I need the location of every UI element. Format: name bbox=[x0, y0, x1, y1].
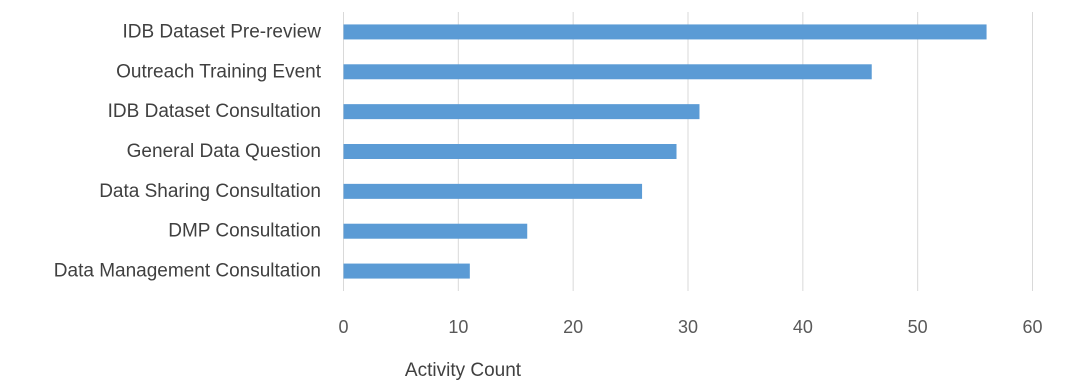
bar bbox=[343, 104, 700, 120]
bar bbox=[343, 183, 643, 199]
category-label: IDB Dataset Consultation bbox=[108, 101, 321, 122]
x-tick-label: 50 bbox=[908, 317, 928, 337]
category-label: DMP Consultation bbox=[168, 221, 321, 242]
category-label: Data Sharing Consultation bbox=[99, 181, 321, 202]
category-label: Data Management Consultation bbox=[54, 261, 321, 282]
category-label: Outreach Training Event bbox=[116, 61, 322, 82]
x-tick-label: 30 bbox=[678, 317, 698, 337]
x-tick-labels: 0 10 20 30 40 50 60 bbox=[338, 317, 1042, 337]
x-tick-label: 40 bbox=[793, 317, 813, 337]
category-label: IDB Dataset Pre-review bbox=[122, 21, 321, 42]
bar bbox=[343, 64, 872, 80]
bar bbox=[343, 223, 528, 239]
x-tick-label: 60 bbox=[1022, 317, 1042, 337]
bar bbox=[343, 263, 470, 279]
bar bbox=[343, 144, 677, 159]
category-labels: IDB Dataset Pre-review Outreach Training … bbox=[54, 21, 322, 281]
bars bbox=[343, 24, 987, 279]
x-tick-label: 0 bbox=[338, 317, 348, 337]
x-tick-label: 10 bbox=[448, 317, 468, 337]
x-axis-title: Activity Count bbox=[405, 360, 522, 381]
bar bbox=[343, 24, 987, 40]
category-label: General Data Question bbox=[127, 141, 321, 162]
x-tick-label: 20 bbox=[563, 317, 583, 337]
